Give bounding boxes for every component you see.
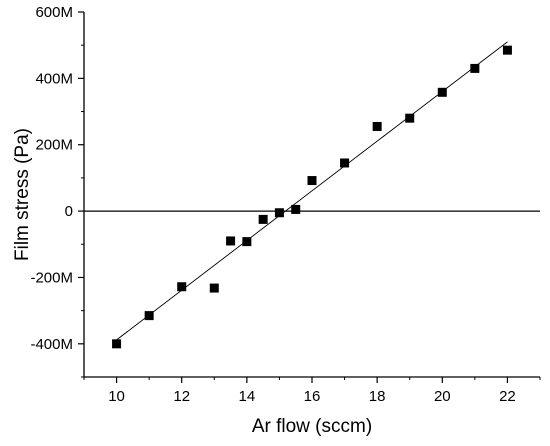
y-tick-label: 400M (35, 70, 73, 87)
x-tick-label: 14 (239, 388, 256, 405)
x-tick-label: 10 (108, 388, 125, 405)
data-point (437, 87, 447, 97)
data-point (307, 176, 317, 186)
data-point (405, 113, 415, 123)
y-tick-label: 600M (35, 4, 73, 21)
data-point (274, 208, 284, 218)
data-point (112, 339, 122, 349)
data-point (291, 204, 301, 214)
labels: Ar flow (sccm) Film stress (Pa) -400M -20… (12, 4, 516, 437)
y-tick-label: -200M (30, 269, 73, 286)
data-point (372, 121, 382, 131)
data-point (209, 283, 219, 293)
y-axis-title: Film stress (Pa) (12, 128, 33, 261)
fit-line (116, 41, 508, 341)
lines (84, 41, 540, 341)
data-point (144, 311, 154, 321)
data-point (258, 214, 268, 224)
data-point (242, 237, 252, 247)
data-point (226, 236, 236, 246)
data-point (502, 45, 512, 55)
x-tick-label: 16 (304, 388, 321, 405)
x-tick-label: 20 (434, 388, 451, 405)
axes (78, 11, 541, 383)
data-point (340, 158, 350, 168)
x-tick-label: 22 (499, 388, 516, 405)
data-point (470, 63, 480, 73)
y-tick-label: 200M (35, 137, 73, 154)
y-tick-label: 0 (65, 203, 73, 220)
x-tick-label: 18 (369, 388, 386, 405)
x-axis-title: Ar flow (sccm) (252, 416, 372, 437)
data-points (112, 45, 512, 349)
x-tick-label: 12 (173, 388, 190, 405)
y-tick-label: -400M (30, 336, 73, 353)
data-point (177, 282, 187, 292)
